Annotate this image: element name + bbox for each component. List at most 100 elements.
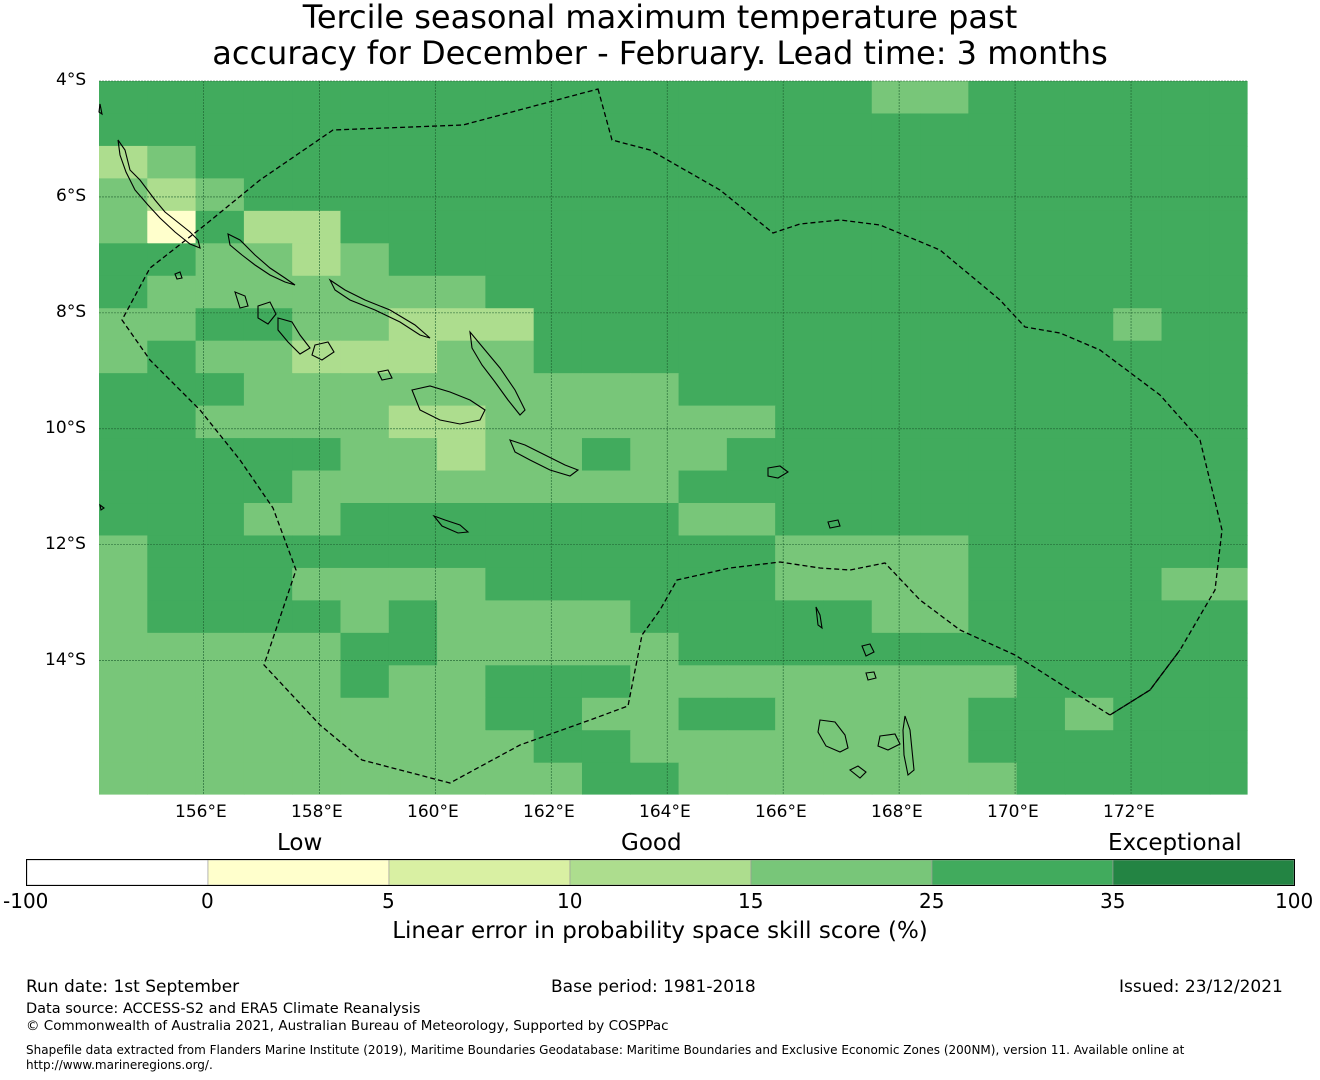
shapefile-url: http://www.marineregions.org/.: [26, 1058, 213, 1072]
grid-cell: [581, 178, 631, 212]
grid-cell: [823, 178, 873, 212]
grid-cell: [968, 730, 1018, 764]
colorbar-segment: [931, 859, 1114, 886]
grid-cell: [243, 697, 293, 731]
grid-cell: [1209, 697, 1248, 731]
grid-cell: [871, 438, 921, 472]
grid-cell: [1161, 665, 1211, 699]
lon-label: 172°E: [1103, 802, 1155, 822]
grid-cell: [1016, 373, 1066, 407]
grid-cell: [823, 81, 873, 115]
grid-cell: [147, 275, 197, 309]
grid-cell: [1209, 145, 1248, 179]
grid-cell: [147, 730, 197, 764]
grid-cell: [581, 210, 631, 244]
grid-cell: [726, 275, 776, 309]
coastlines: [98, 103, 915, 779]
grid-cell: [823, 762, 873, 795]
grid-cell: [630, 308, 680, 342]
grid-cell: [823, 567, 873, 601]
grid-cell: [99, 535, 148, 569]
grid-cell: [243, 438, 293, 472]
grid-cell: [871, 600, 921, 634]
grid-cell: [1016, 113, 1066, 147]
grid-cell: [485, 762, 535, 795]
colorbar-tick: 100: [1275, 889, 1314, 913]
grid-cell: [485, 535, 535, 569]
colorbar-tick: 25: [919, 889, 945, 913]
grid-cell: [581, 275, 631, 309]
grid-cell: [920, 535, 969, 569]
grid-cell: [340, 600, 390, 634]
grid-cell: [726, 438, 776, 472]
grid-cell: [1209, 438, 1248, 472]
grid-cell: [726, 373, 776, 407]
grid-cell: [388, 81, 438, 115]
grid-cell: [195, 113, 245, 147]
grid-cell: [243, 275, 293, 309]
lon-label: 162°E: [523, 802, 575, 822]
grid-cell: [968, 340, 1018, 374]
grid-cell: [485, 308, 535, 342]
colorbar-segment: [388, 859, 571, 886]
grid-cell: [340, 178, 390, 212]
grid-cell: [920, 340, 969, 374]
grid-cell: [340, 243, 390, 277]
grid-cell: [678, 438, 728, 472]
grid-cell: [678, 730, 728, 764]
grid-cell: [581, 438, 631, 472]
grid-cell: [99, 275, 148, 309]
grid-cell: [1016, 340, 1066, 374]
grid-cell: [823, 665, 873, 699]
graticule: [99, 80, 1247, 794]
grid-cell: [292, 373, 342, 407]
grid-cell: [968, 308, 1018, 342]
grid-cell: [823, 145, 873, 179]
grid-cell: [1016, 243, 1066, 277]
grid-cell: [292, 438, 342, 472]
grid-cell: [1016, 308, 1066, 342]
grid-cell: [630, 438, 680, 472]
grid-cell: [340, 665, 390, 699]
grid-cell: [99, 405, 148, 439]
grid-cell: [1209, 730, 1248, 764]
grid-cell: [243, 308, 293, 342]
grid-cell: [147, 503, 197, 537]
grid-cell: [99, 210, 148, 244]
grid-cell: [1113, 762, 1163, 795]
grid-cell: [1161, 243, 1211, 277]
grid-cell: [485, 665, 535, 699]
grid-cell: [388, 567, 438, 601]
grid-cell: [630, 503, 680, 537]
grid-cell: [968, 178, 1018, 212]
grid-cell: [147, 470, 197, 504]
grid-cell: [195, 373, 245, 407]
grid-cell: [823, 373, 873, 407]
grid-cell: [1113, 373, 1163, 407]
grid-cell: [678, 762, 728, 795]
grid-cell: [630, 210, 680, 244]
grid-cell: [630, 243, 680, 277]
grid-cell: [195, 405, 245, 439]
grid-cell: [437, 308, 486, 342]
grid-cell: [1209, 600, 1248, 634]
grid-cell: [533, 470, 583, 504]
eez-boundary-solomon-islands: [121, 88, 1223, 784]
grid-cell: [581, 243, 631, 277]
grid-cell: [920, 373, 969, 407]
grid-cell: [1161, 762, 1211, 795]
grid-cell: [243, 340, 293, 374]
colorbar-segment: [750, 859, 933, 886]
grid-cell: [823, 275, 873, 309]
grid-cell: [485, 373, 535, 407]
grid-cell: [630, 535, 680, 569]
grid-cell: [340, 81, 390, 115]
lat-label: 10°S: [45, 418, 86, 438]
grid-cell: [1064, 730, 1114, 764]
grid-cell: [968, 470, 1018, 504]
grid-cell: [243, 470, 293, 504]
grid-cell: [871, 762, 921, 795]
grid-cell: [920, 81, 969, 115]
colorbar-segment: [26, 859, 209, 886]
grid-cell: [630, 340, 680, 374]
